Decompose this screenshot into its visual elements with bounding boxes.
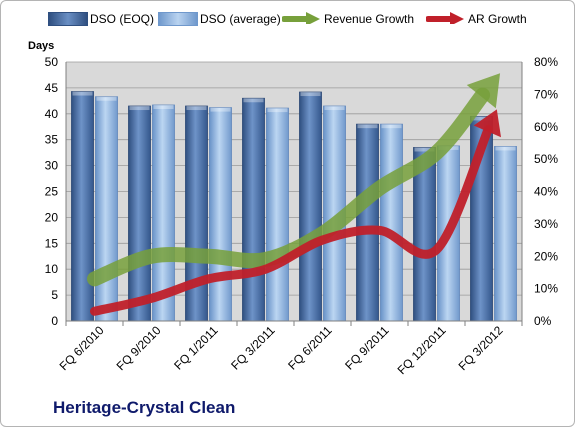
legend: DSO (EOQ) DSO (average) Revenue Growth A…: [0, 8, 575, 30]
x-tick-label: FQ 9/2010: [114, 323, 164, 373]
legend-label-dso-eoq: DSO (EOQ): [90, 12, 155, 26]
bar-dso-avg: [380, 123, 403, 322]
bar-highlight: [324, 106, 345, 111]
bar-dso-avg: [95, 96, 118, 322]
bar-highlight: [186, 106, 207, 111]
legend-swatch-dso-avg: [158, 12, 198, 26]
bar-dso-eoq: [299, 91, 322, 322]
legend-label-revenue: Revenue Growth: [324, 12, 415, 26]
bar-highlight: [414, 147, 435, 152]
y-tick-label: 15: [45, 236, 59, 250]
bar-dso-avg: [494, 146, 517, 322]
bar-highlight: [471, 116, 492, 121]
bar-highlight: [243, 98, 264, 103]
bar-highlight: [381, 124, 402, 129]
y2-tick-label: 60%: [534, 120, 558, 134]
y-axis-title: Days: [28, 40, 55, 52]
ar-growth-arrowhead: [473, 109, 502, 138]
y-tick-label: 45: [45, 81, 59, 95]
y2-tick-label: 50%: [534, 152, 558, 166]
ar-growth-line: [90, 125, 493, 316]
y-tick-label: 25: [45, 185, 59, 199]
x-tick-label: FQ 3/2012: [456, 323, 506, 373]
y-tick-label: 10: [45, 262, 59, 276]
bar-highlight: [267, 108, 288, 113]
y-tick-label: 20: [45, 210, 59, 224]
bar-highlight: [129, 106, 150, 111]
bar-highlight: [210, 107, 231, 112]
y2-tick-label: 40%: [534, 185, 558, 199]
revenue-growth-arrowhead: [466, 73, 501, 109]
bar-dso-eoq: [71, 91, 94, 322]
bar-highlight: [153, 104, 174, 109]
y-tick-label: 0: [51, 314, 58, 328]
x-tick-label: FQ 1/2011: [171, 323, 221, 373]
bar-highlight: [357, 124, 378, 129]
x-tick-label: FQ 9/2011: [342, 323, 392, 373]
bar-highlight: [300, 92, 321, 97]
bar-dso-avg: [209, 107, 232, 322]
x-tick-label: FQ 12/2011: [395, 323, 449, 377]
x-tick-label: FQ 6/2010: [57, 323, 107, 373]
legend-arrow-ar-icon: [426, 12, 464, 24]
bar-highlight: [495, 146, 516, 151]
x-tick-label: FQ 3/2011: [228, 323, 278, 373]
legend-label-dso-avg: DSO (average): [200, 12, 281, 26]
y2-tick-label: 10%: [534, 282, 558, 296]
bar-dso-eoq: [128, 105, 151, 322]
y-tick-label: 30: [45, 159, 59, 173]
y2-tick-label: 0%: [534, 314, 552, 328]
legend-arrow-revenue-icon: [282, 12, 320, 24]
y2-tick-label: 70%: [534, 87, 558, 101]
y-tick-label: 50: [45, 55, 59, 69]
y2-tick-label: 80%: [534, 55, 558, 69]
chart-title: Heritage-Crystal Clean: [53, 398, 236, 417]
y-tick-label: 35: [45, 133, 59, 147]
bar-dso-eoq: [242, 97, 265, 322]
y-tick-label: 40: [45, 107, 59, 121]
bar-dso-avg: [266, 107, 289, 322]
legend-swatch-dso-eoq: [48, 12, 88, 26]
x-tick-label: FQ 6/2011: [285, 323, 335, 373]
bar-highlight: [72, 91, 93, 96]
y2-tick-label: 20%: [534, 249, 558, 263]
bar-dso-eoq: [356, 123, 379, 322]
y2-tick-label: 30%: [534, 217, 558, 231]
bar-highlight: [96, 96, 117, 101]
legend-label-ar: AR Growth: [468, 12, 527, 26]
y-tick-label: 5: [51, 288, 58, 302]
